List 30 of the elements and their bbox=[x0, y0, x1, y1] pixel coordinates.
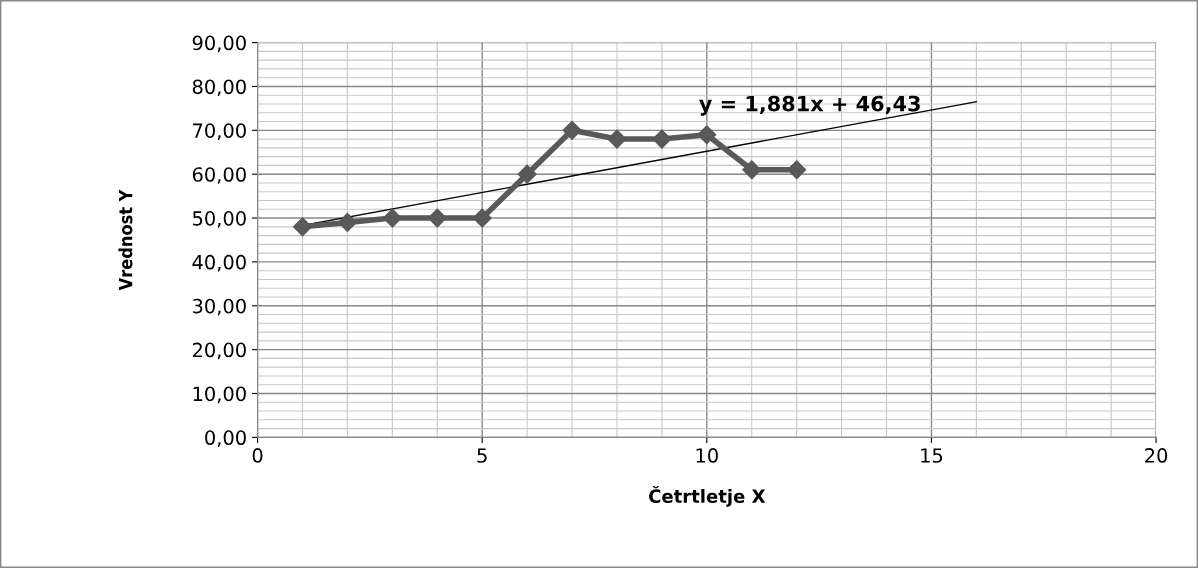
y-tick-label: 10,00 bbox=[193, 386, 246, 404]
y-tick-label: 30,00 bbox=[192, 298, 246, 316]
point bbox=[562, 120, 582, 140]
point bbox=[292, 217, 313, 237]
annotation: y = 1,881x + 46,43 bbox=[699, 95, 920, 116]
y-axis-title: Vrednost Y bbox=[118, 189, 133, 291]
point bbox=[787, 160, 807, 180]
y-tick-label: 60,00 bbox=[192, 167, 246, 184]
x-tick-label: 15 bbox=[921, 448, 943, 463]
x-tick-label: 5 bbox=[477, 448, 487, 463]
x-tick-label: 10 bbox=[696, 448, 718, 463]
y-tick-label: 70,00 bbox=[193, 123, 246, 140]
point bbox=[337, 212, 357, 232]
point bbox=[652, 129, 672, 149]
point bbox=[607, 129, 627, 149]
point bbox=[472, 208, 492, 228]
x-tick-label: 0 bbox=[252, 448, 263, 463]
y-tick-label: 90,00 bbox=[192, 35, 246, 53]
y-tick-label: 20,00 bbox=[192, 342, 246, 360]
point bbox=[517, 164, 537, 184]
point bbox=[742, 160, 762, 180]
x-axis-title: Četrtletje X bbox=[649, 486, 766, 507]
point bbox=[427, 208, 447, 228]
y-tick-label: 50,00 bbox=[192, 211, 246, 228]
point bbox=[382, 208, 402, 228]
x-tick-label: 20 bbox=[1145, 448, 1168, 463]
y-tick-label: 40,00 bbox=[192, 254, 246, 272]
y-tick-label: 80,00 bbox=[192, 79, 246, 97]
point bbox=[697, 125, 717, 145]
y-tick-label: 0,00 bbox=[205, 430, 246, 448]
